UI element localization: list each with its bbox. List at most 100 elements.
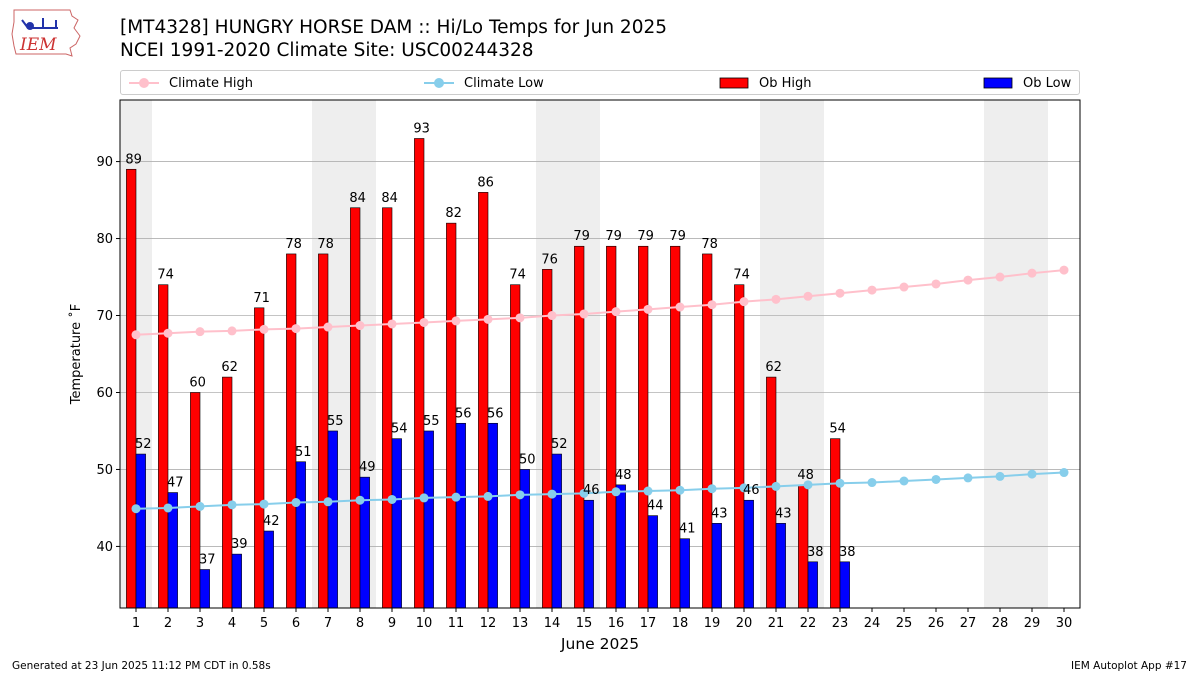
point-climate-high-4 [227, 326, 237, 336]
point-climate-high-6 [291, 324, 301, 334]
label-ob-high-2: 74 [157, 268, 174, 283]
point-climate-high-16 [611, 307, 621, 317]
point-climate-high-11 [451, 316, 461, 326]
xtick-label-12: 12 [480, 616, 497, 631]
point-climate-high-21 [771, 294, 781, 304]
label-ob-low-11: 56 [455, 406, 472, 421]
bar-ob-low-16 [615, 484, 626, 609]
ytick-label-50: 50 [96, 463, 113, 478]
label-ob-high-14: 76 [541, 252, 558, 267]
bar-ob-low-13 [519, 469, 530, 609]
bar-ob-low-23 [839, 561, 850, 609]
bar-ob-high-10 [414, 138, 425, 609]
bar-ob-high-8 [350, 207, 361, 609]
bar-ob-high-12 [478, 192, 489, 609]
bar-ob-low-20 [743, 499, 754, 609]
bar-ob-high-3 [190, 392, 201, 609]
point-climate-high-29 [1027, 268, 1037, 278]
bar-ob-low-14 [551, 453, 562, 609]
bar-ob-high-15 [574, 245, 585, 609]
xtick-label-8: 8 [356, 616, 364, 631]
xtick-label-22: 22 [800, 616, 817, 631]
label-ob-high-15: 79 [573, 229, 590, 244]
xtick-label-1: 1 [132, 616, 140, 631]
point-climate-low-25 [899, 476, 909, 486]
point-climate-low-12 [483, 491, 493, 501]
point-climate-low-8 [355, 495, 365, 505]
point-climate-low-9 [387, 494, 397, 504]
label-ob-high-7: 78 [317, 237, 334, 252]
xtick-label-2: 2 [164, 616, 172, 631]
point-climate-low-7 [323, 497, 333, 507]
bar-ob-high-21 [766, 376, 777, 609]
point-climate-high-14 [547, 311, 557, 321]
x-axis-label: June 2025 [560, 635, 639, 653]
label-ob-low-5: 42 [263, 514, 280, 529]
point-climate-high-1 [131, 330, 141, 340]
label-ob-low-9: 54 [391, 422, 408, 437]
bar-ob-low-4 [231, 553, 242, 609]
bar-ob-high-13 [510, 284, 521, 609]
label-ob-low-10: 55 [423, 414, 440, 429]
point-climate-high-27 [963, 275, 973, 285]
legend-label-climate-high: Climate High [169, 75, 254, 91]
xtick-label-19: 19 [704, 616, 721, 631]
legend-label-ob-low: Ob Low [1023, 75, 1072, 91]
point-climate-high-22 [803, 291, 813, 301]
xtick-label-7: 7 [324, 616, 332, 631]
xtick-label-26: 26 [928, 616, 945, 631]
iem-logo: IEM [11, 9, 81, 57]
point-climate-high-24 [867, 285, 877, 295]
label-ob-low-21: 43 [775, 506, 792, 521]
point-climate-low-17 [643, 486, 653, 496]
label-ob-low-22: 38 [807, 545, 824, 560]
ytick-label-70: 70 [96, 309, 113, 324]
point-climate-low-29 [1027, 469, 1037, 479]
legend-label-climate-low: Climate Low [464, 75, 544, 91]
point-climate-low-6 [291, 498, 301, 508]
point-climate-low-2 [163, 503, 173, 513]
label-ob-high-1: 89 [125, 152, 142, 167]
xtick-label-5: 5 [260, 616, 268, 631]
bar-ob-low-10 [423, 430, 434, 609]
label-ob-low-18: 41 [679, 522, 696, 537]
point-climate-high-7 [323, 322, 333, 332]
bar-ob-low-9 [391, 438, 402, 609]
point-climate-high-15 [579, 309, 589, 319]
y-axis-label: Temperature ˚F [68, 304, 84, 405]
legend: Climate High Climate Low Ob High Ob Low [120, 70, 1080, 95]
label-ob-high-18: 79 [669, 229, 686, 244]
point-climate-low-3 [195, 501, 205, 511]
bar-ob-low-7 [327, 430, 338, 609]
point-climate-high-19 [707, 300, 717, 310]
point-climate-high-2 [163, 328, 173, 338]
bar-ob-high-23 [830, 438, 841, 609]
label-ob-high-12: 86 [477, 175, 494, 190]
xtick-label-21: 21 [768, 616, 785, 631]
weather-instrument-icon [21, 18, 58, 30]
xtick-label-18: 18 [672, 616, 689, 631]
point-climate-high-5 [259, 324, 269, 334]
xtick-label-6: 6 [292, 616, 300, 631]
label-ob-low-8: 49 [359, 460, 376, 475]
ytick-label-40: 40 [96, 540, 113, 555]
generated-note: Generated at 23 Jun 2025 11:12 PM CDT in… [12, 660, 271, 672]
label-ob-low-7: 55 [327, 414, 344, 429]
line-climate-low [135, 471, 1065, 510]
xtick-label-11: 11 [448, 616, 465, 631]
xtick-label-17: 17 [640, 616, 657, 631]
xtick-label-24: 24 [864, 616, 881, 631]
legend-item-climate-high: Climate High [129, 73, 253, 93]
bar-ob-low-22 [807, 561, 818, 609]
bar-ob-low-12 [487, 422, 498, 609]
point-climate-low-22 [803, 480, 813, 490]
bar-ob-low-19 [711, 523, 722, 609]
plot-frame [119, 99, 1081, 609]
label-ob-low-2: 47 [167, 476, 184, 491]
label-ob-low-1: 52 [135, 437, 152, 452]
label-ob-high-8: 84 [349, 191, 366, 206]
legend-swatch-climate-low [424, 78, 454, 88]
bar-ob-high-1 [126, 168, 137, 609]
point-climate-low-5 [259, 499, 269, 509]
xtick-label-29: 29 [1024, 616, 1041, 631]
